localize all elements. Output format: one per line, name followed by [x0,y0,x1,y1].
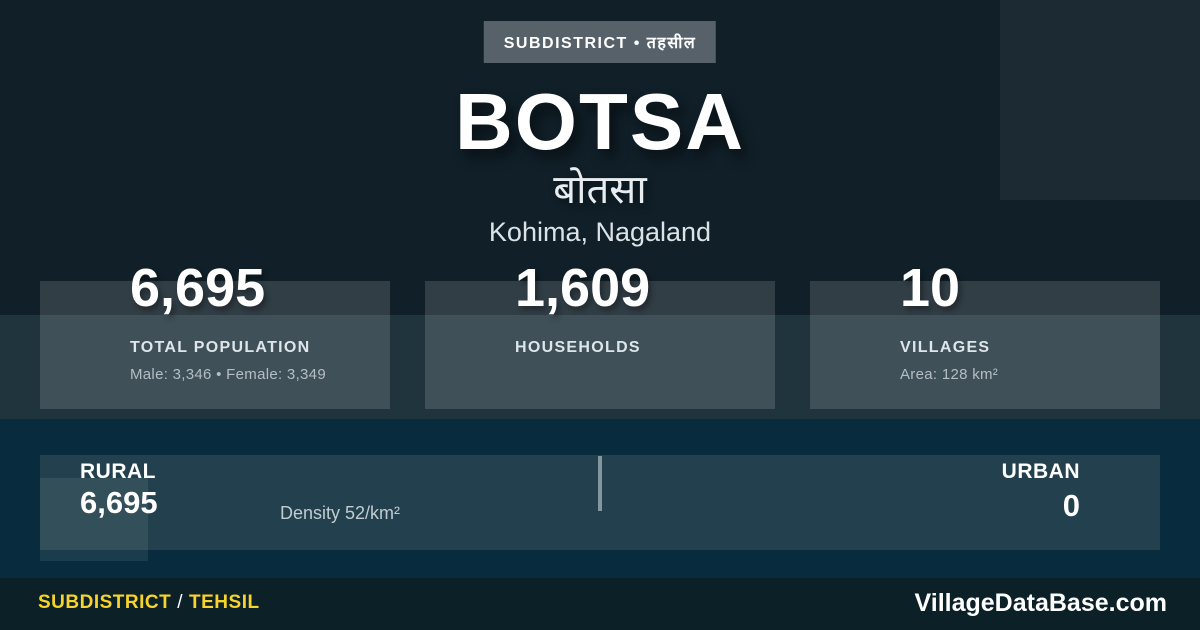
type-badge: SUBDISTRICT • तहसील [483,21,717,63]
urban-label: URBAN [1001,460,1080,483]
stat-card-population: 6,695 TOTAL POPULATION Male: 3,346 • Fem… [40,261,390,409]
top-right-decoration [1000,0,1200,200]
site-name: VillageDataBase.com [914,589,1167,617]
footer-type-primary: SUBDISTRICT [38,592,172,613]
rural-corner-decoration [40,478,148,561]
stats-band [0,315,1200,419]
page-title: BOTSA [455,77,745,166]
footer: SUBDISTRICT / TEHSIL VillageDataBase.com [0,578,1200,630]
population-value: 6,695 [130,258,266,318]
population-label: TOTAL POPULATION [130,339,311,356]
rural-value: 6,695 [80,485,158,520]
households-value: 1,609 [515,258,651,318]
urban-block: URBAN 0 [1002,460,1080,521]
stat-card-villages: 10 VILLAGES Area: 128 km² [810,261,1160,409]
stat-card-households: 1,609 HOUSEHOLDS [425,261,775,409]
villages-detail: Area: 128 km² [900,366,999,383]
urban-value: 0 [1062,488,1080,523]
density-text: Density 52/km² [280,503,401,523]
villages-label: VILLAGES [900,339,991,356]
villages-value: 10 [900,258,961,318]
footer-type-separator: / [177,592,184,613]
households-label: HOUSEHOLDS [515,339,641,356]
rural-urban-divider [598,456,602,511]
footer-type-secondary: TEHSIL [189,592,260,613]
location-subtitle: Kohima, Nagaland [488,217,712,247]
footer-type-text: SUBDISTRICT / TEHSIL [38,592,260,614]
rural-urban-strip [40,455,1160,550]
rural-label: RURAL [80,460,156,483]
native-title: बोतसा [553,168,647,212]
population-detail: Male: 3,346 • Female: 3,349 [130,366,326,383]
